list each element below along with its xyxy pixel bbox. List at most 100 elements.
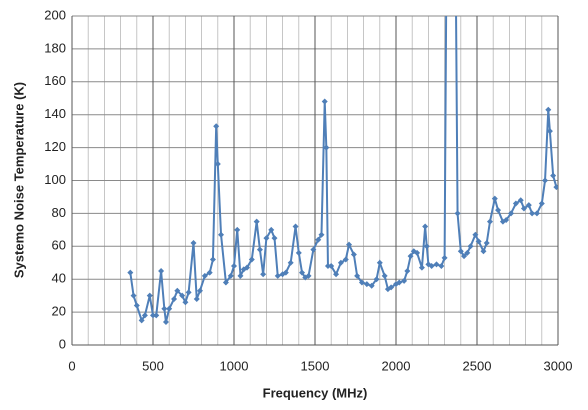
- data-point: [292, 223, 299, 230]
- y-tick-label: 80: [52, 205, 66, 220]
- data-point: [213, 123, 220, 130]
- data-point: [260, 271, 267, 278]
- data-point: [495, 207, 502, 214]
- data-point: [358, 279, 365, 286]
- data-point: [206, 269, 213, 276]
- data-point: [268, 226, 275, 233]
- data-point: [321, 98, 328, 105]
- data-point: [263, 235, 270, 242]
- data-point: [368, 282, 375, 289]
- data-point: [130, 292, 137, 299]
- data-point: [553, 184, 558, 191]
- x-axis-title: Frequency (MHz): [263, 385, 368, 400]
- data-point: [422, 223, 429, 230]
- data-point: [153, 312, 160, 319]
- data-point: [472, 231, 479, 238]
- data-point: [508, 210, 515, 217]
- data-point: [171, 295, 178, 302]
- data-point: [337, 259, 344, 266]
- data-point: [196, 287, 203, 294]
- data-point: [438, 263, 445, 270]
- x-tick-label: 0: [68, 358, 75, 373]
- data-point: [190, 240, 197, 247]
- data-point: [545, 106, 552, 113]
- data-point: [328, 263, 335, 270]
- data-point: [282, 269, 289, 276]
- data-point: [491, 195, 498, 202]
- data-point: [158, 267, 165, 274]
- data-point: [525, 202, 532, 209]
- data-point: [193, 295, 200, 302]
- data-point: [418, 264, 425, 271]
- y-tick-label: 100: [44, 172, 66, 187]
- data-point: [150, 312, 156, 319]
- data-point: [323, 144, 330, 151]
- data-point: [480, 248, 487, 255]
- data-point: [243, 264, 250, 271]
- data-point: [179, 292, 186, 299]
- data-point: [237, 272, 244, 279]
- data-point: [483, 240, 490, 247]
- data-point: [538, 200, 545, 207]
- data-point: [253, 218, 260, 225]
- data-point: [461, 253, 468, 260]
- data-point: [533, 210, 540, 217]
- data-point: [404, 267, 411, 274]
- data-point: [414, 249, 421, 256]
- data-point: [503, 216, 510, 223]
- data-point: [373, 276, 380, 283]
- x-tick-label: 3000: [544, 358, 573, 373]
- data-point: [324, 263, 331, 270]
- data-point: [209, 256, 216, 263]
- data-point: [381, 272, 388, 279]
- y-tick-label: 0: [59, 336, 66, 351]
- x-tick-label: 2500: [463, 358, 492, 373]
- data-point: [363, 281, 370, 288]
- data-point: [248, 256, 255, 263]
- data-point: [310, 246, 317, 253]
- y-tick-label: 20: [52, 304, 66, 319]
- y-tick-label: 200: [44, 7, 66, 22]
- data-point: [222, 279, 229, 286]
- data-point: [231, 263, 237, 270]
- data-point: [407, 253, 414, 260]
- data-point: [342, 256, 349, 263]
- x-tick-label: 2000: [382, 358, 411, 373]
- data-point: [234, 226, 241, 233]
- data-point: [467, 243, 474, 250]
- data-point: [423, 243, 430, 250]
- data-point: [133, 302, 140, 309]
- data-point: [520, 205, 527, 212]
- data-point: [354, 272, 361, 279]
- data-point: [127, 269, 134, 276]
- data-point: [454, 210, 461, 217]
- y-tick-label: 180: [44, 40, 66, 55]
- data-point: [433, 261, 440, 268]
- data-point: [201, 272, 208, 279]
- data-point: [162, 318, 169, 325]
- data-point: [274, 272, 281, 279]
- data-point: [166, 305, 173, 312]
- data-point: [185, 289, 192, 296]
- data-point: [546, 128, 553, 135]
- data-point: [333, 271, 340, 278]
- data-point: [138, 317, 145, 324]
- data-point: [388, 284, 395, 291]
- data-point: [443, 0, 449, 3]
- x-tick-label: 1000: [220, 358, 249, 373]
- x-tick-label: 1500: [301, 358, 330, 373]
- data-point: [517, 197, 524, 204]
- data-point: [271, 235, 278, 242]
- data-point: [464, 249, 471, 256]
- y-tick-label: 160: [44, 73, 66, 88]
- y-tick-label: 60: [52, 238, 66, 253]
- data-point: [305, 272, 312, 279]
- data-line: [129, 16, 558, 323]
- y-tick-label: 40: [52, 271, 66, 286]
- data-point: [396, 279, 403, 286]
- y-tick-label: 140: [44, 106, 66, 121]
- data-point: [512, 200, 519, 207]
- data-point: [146, 292, 153, 299]
- data-point: [218, 231, 225, 238]
